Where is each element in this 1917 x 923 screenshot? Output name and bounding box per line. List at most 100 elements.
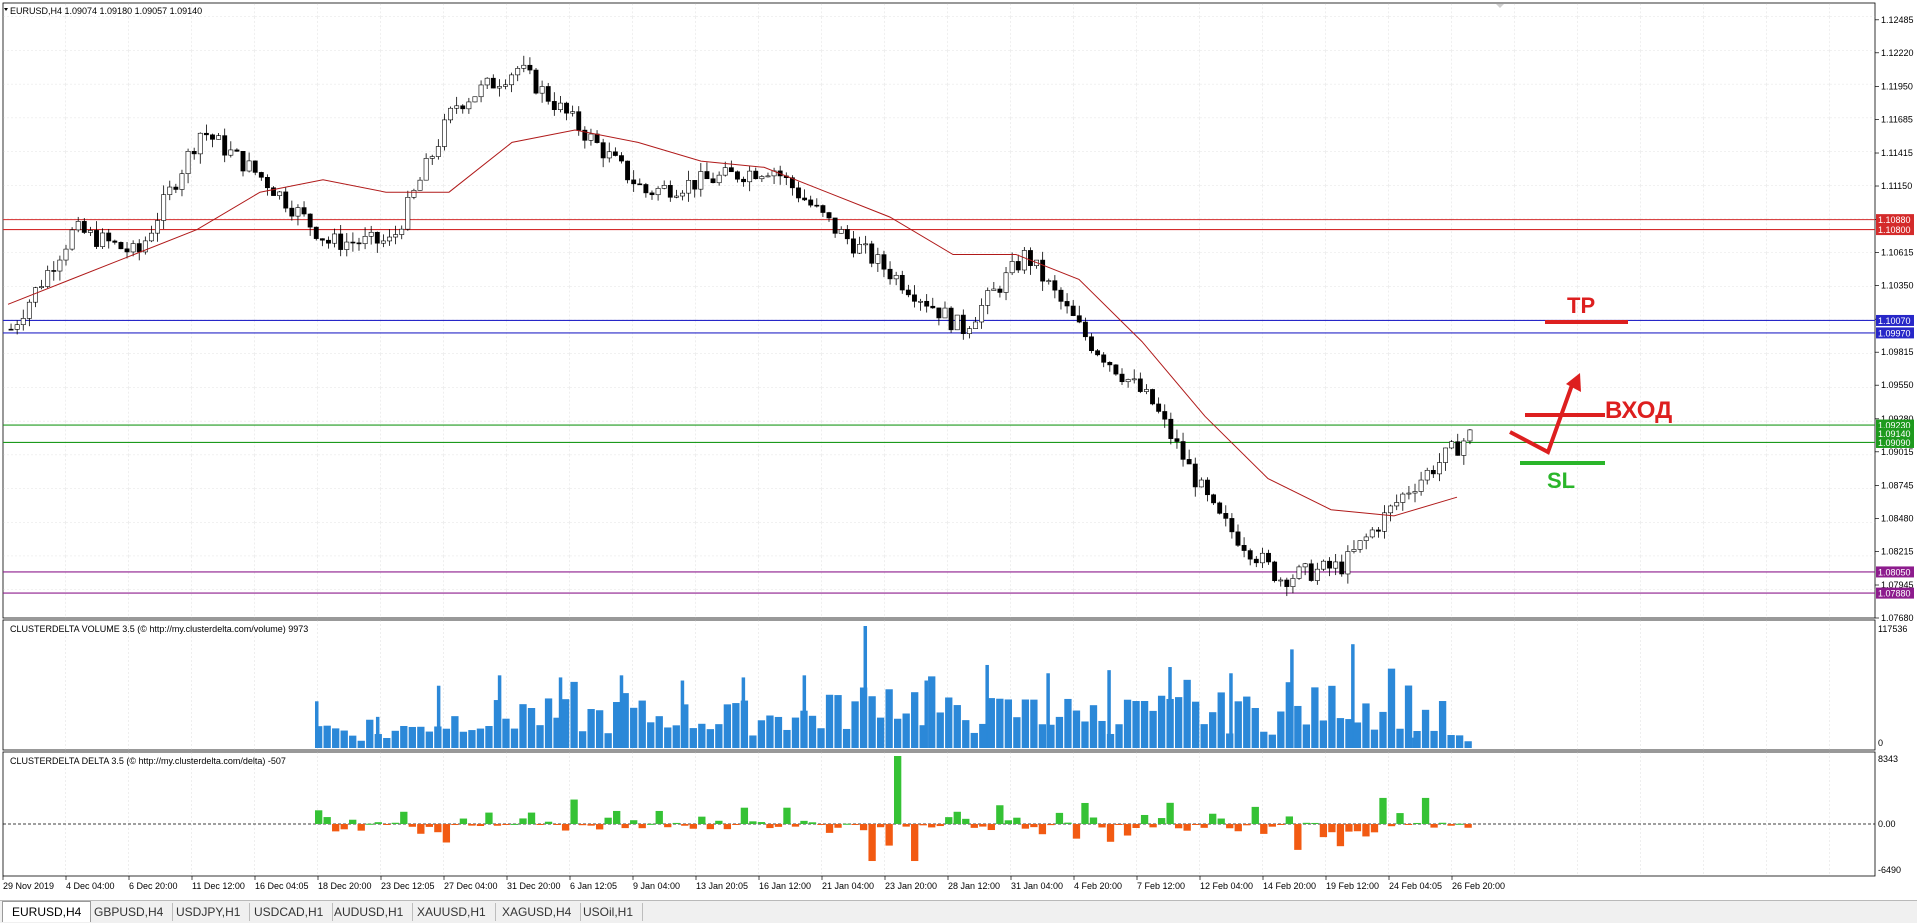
chart-tab[interactable]: XAUUSD,H1 (408, 903, 496, 921)
volume-bar (1387, 668, 1396, 748)
volume-bar (1396, 728, 1404, 748)
chart-tab[interactable]: AUDUSD,H1 (325, 903, 414, 921)
volume-bar (962, 720, 970, 748)
delta-bar (315, 810, 323, 824)
candle-body (8, 328, 14, 331)
delta-bar (1183, 824, 1191, 831)
candle-body (1021, 250, 1027, 271)
delta-bar (613, 810, 621, 824)
chart-tabs-bar: EURUSD,H4 GBPUSD,H4 USDJPY,H1 USDCAD,H1 AUDU… (0, 900, 1917, 923)
delta-bar (1174, 824, 1183, 829)
chart-tab[interactable]: EURUSD,H4 (2, 901, 92, 922)
delta-bar (1268, 824, 1276, 827)
volume-bar (979, 723, 987, 748)
volume-bar (868, 696, 876, 748)
chart-window[interactable]: EURUSD,H4 1.09074 1.09180 1.09057 1.0914… (0, 0, 1917, 900)
level-tag-label: 1.08050 (1878, 567, 1911, 577)
delta-pane[interactable]: CLUSTERDELTA DELTA 3.5 (© http://my.clus… (2, 751, 1901, 877)
shift-marker-icon[interactable] (1496, 4, 1504, 8)
price-tick-label: 1.08745 (1881, 480, 1914, 490)
candle-body (1089, 336, 1094, 352)
candle-body (576, 111, 582, 131)
delta-bar (1217, 818, 1225, 824)
candle-body (496, 86, 502, 89)
trade-annotations[interactable]: TP ВХОД SL (1509, 293, 1672, 493)
delta-bar (953, 811, 961, 824)
candle-body (191, 151, 197, 155)
volume-bar (613, 702, 621, 748)
candle-body (1101, 354, 1107, 363)
time-tick-label: 23 Dec 12:05 (381, 881, 435, 891)
candle-body (661, 185, 667, 189)
delta-bar (1362, 824, 1370, 837)
volume-bar (817, 728, 825, 748)
candle-body (167, 186, 173, 195)
candle-body (1174, 438, 1180, 442)
candle-body (51, 270, 57, 272)
candle-body (1015, 261, 1021, 271)
volume-bar (1430, 730, 1438, 748)
chart-tab[interactable]: USOil,H1 (574, 903, 644, 921)
candle-body (466, 101, 472, 110)
volume-bar (1370, 729, 1379, 748)
level-tag (1876, 436, 1914, 448)
delta-bar (604, 817, 612, 824)
candle-body (289, 207, 295, 217)
delta-bar (587, 824, 595, 826)
price-tick-label: 1.09550 (1881, 380, 1914, 390)
candle-body (765, 175, 771, 178)
delta-bar (1438, 822, 1447, 824)
chart-tab[interactable]: USDJPY,H1 (167, 903, 251, 921)
candle-body (1357, 540, 1363, 550)
volume-bar (1047, 724, 1055, 748)
candle-body (680, 192, 685, 197)
delta-bar (485, 812, 493, 824)
candle-body (930, 305, 936, 309)
candle-body (1113, 364, 1119, 375)
arrow-up-icon (1566, 373, 1581, 392)
candle-body (283, 191, 289, 209)
horizontal-levels[interactable] (3, 219, 1875, 594)
volume-bar (1183, 679, 1191, 748)
delta-bar (945, 817, 953, 824)
time-axis[interactable]: 29 Nov 2019 4 Dec 04:00 6 Dec 20:00 11 Dec … (2, 876, 1505, 891)
candle-body (442, 119, 447, 147)
volume-bar (1328, 685, 1336, 748)
candle-body (454, 105, 460, 109)
volume-bar (1362, 703, 1370, 748)
chart-tab[interactable]: USDCAD,H1 (245, 903, 334, 921)
volume-bar (902, 713, 910, 748)
chart-tab[interactable]: XAGUSD,H4 (493, 903, 582, 921)
volume-bar (825, 694, 834, 748)
volume-bar (1455, 735, 1464, 748)
volume-pane[interactable]: CLUSTERDELTA VOLUME 3.5 (© http://my.clu… (2, 619, 1907, 751)
delta-bar (1396, 813, 1404, 824)
candle-body (796, 187, 801, 199)
price-pane[interactable]: EURUSD,H4 1.09074 1.09180 1.09057 1.0914… (2, 2, 1914, 623)
delta-bar (868, 824, 876, 862)
candle-body (1418, 479, 1424, 492)
delta-bar (502, 824, 510, 825)
candle-body (625, 160, 631, 181)
time-tick-label: 7 Feb 12:00 (1137, 881, 1185, 891)
candle-body (997, 288, 1003, 293)
volume-bar-key (985, 664, 989, 748)
candle-body (1137, 378, 1143, 392)
price-tick-label: 1.11150 (1881, 181, 1912, 191)
delta-bar (357, 824, 365, 831)
collapse-arrow-icon[interactable] (4, 8, 8, 11)
candle-body (1064, 301, 1070, 307)
candle-body (869, 243, 875, 264)
candle-body (1314, 568, 1320, 581)
candle-body (942, 307, 948, 319)
volume-bar (1209, 712, 1217, 748)
delta-bar (740, 807, 749, 824)
candle-body (1040, 259, 1046, 282)
delta-bar (749, 821, 757, 824)
volume-bar (638, 700, 646, 748)
candle-body (142, 240, 148, 253)
candle-body (307, 213, 313, 228)
candle-body (1247, 550, 1253, 560)
candle-body (33, 287, 38, 303)
chart-tab[interactable]: GBPUSD,H4 (85, 903, 174, 921)
